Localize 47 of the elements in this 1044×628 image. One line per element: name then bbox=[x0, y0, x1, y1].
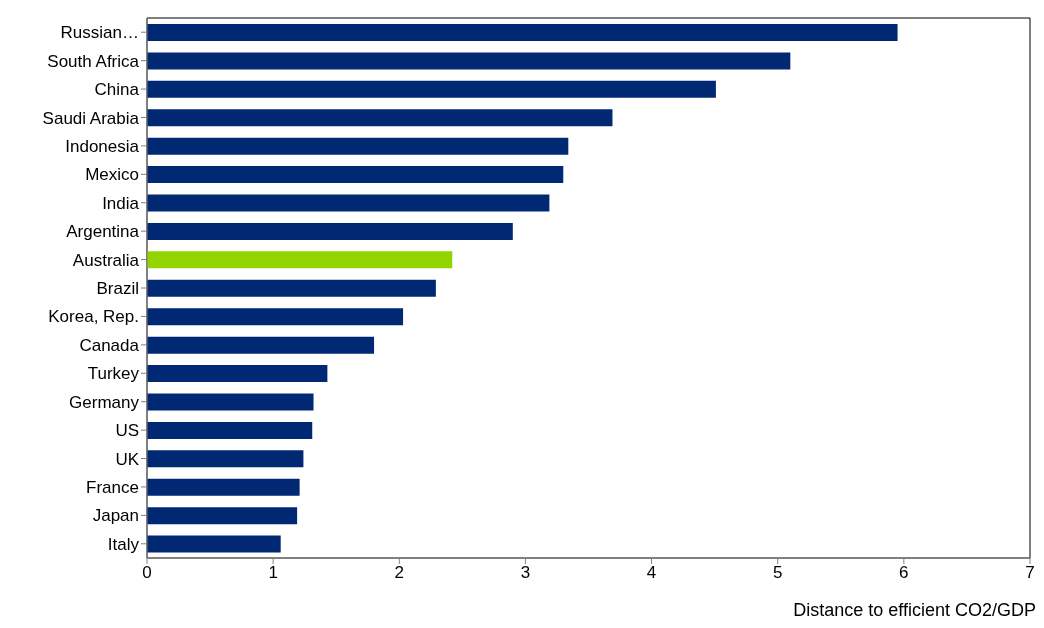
y-tick-label: Germany bbox=[69, 392, 140, 412]
bar bbox=[147, 535, 281, 553]
y-tick-label: Turkey bbox=[87, 364, 140, 384]
bar bbox=[147, 137, 569, 155]
bar bbox=[147, 109, 613, 127]
x-tick-label: 2 bbox=[394, 563, 405, 583]
y-tick-label: South Africa bbox=[47, 51, 140, 71]
bar bbox=[147, 308, 404, 326]
y-tick-label: Mexico bbox=[85, 165, 139, 185]
y-tick-label: India bbox=[102, 193, 140, 213]
bar bbox=[147, 507, 298, 525]
bar bbox=[147, 450, 304, 468]
y-tick-label: Canada bbox=[79, 335, 140, 355]
y-tick-label: Saudi Arabia bbox=[42, 108, 140, 128]
y-tick-label: UK bbox=[115, 449, 140, 469]
bar bbox=[147, 222, 513, 240]
bar bbox=[147, 194, 550, 212]
y-tick-label: Australia bbox=[72, 250, 140, 270]
y-tick-label: US bbox=[115, 421, 139, 441]
y-tick-label: Argentina bbox=[66, 222, 140, 242]
y-tick-label: Brazil bbox=[96, 279, 139, 299]
bar bbox=[147, 279, 436, 297]
y-tick-label: China bbox=[94, 80, 140, 100]
bar bbox=[147, 166, 564, 184]
x-tick-label: 1 bbox=[268, 563, 278, 583]
y-tick-label: Russian… bbox=[60, 23, 139, 43]
y-tick-label: Korea, Rep. bbox=[48, 307, 139, 327]
bar bbox=[147, 80, 716, 98]
x-tick-label: 3 bbox=[520, 563, 531, 583]
bar bbox=[147, 24, 898, 41]
bar bbox=[147, 251, 453, 269]
bar bbox=[147, 365, 328, 383]
bar bbox=[147, 421, 313, 439]
x-tick-label: 0 bbox=[142, 563, 152, 583]
x-axis-title: Distance to efficient CO2/GDP bbox=[793, 600, 1036, 621]
x-tick-label: 4 bbox=[646, 563, 657, 583]
bar bbox=[147, 478, 300, 496]
x-tick-label: 7 bbox=[1025, 563, 1035, 583]
y-tick-label: Italy bbox=[107, 534, 140, 554]
bar bbox=[147, 336, 375, 354]
y-tick-label: Japan bbox=[92, 506, 139, 526]
y-tick-label: Indonesia bbox=[65, 136, 140, 156]
x-tick-label: 5 bbox=[772, 563, 783, 583]
y-tick-label: France bbox=[86, 477, 139, 497]
x-tick-label: 6 bbox=[899, 563, 909, 583]
bar bbox=[147, 52, 791, 70]
bar bbox=[147, 393, 314, 411]
